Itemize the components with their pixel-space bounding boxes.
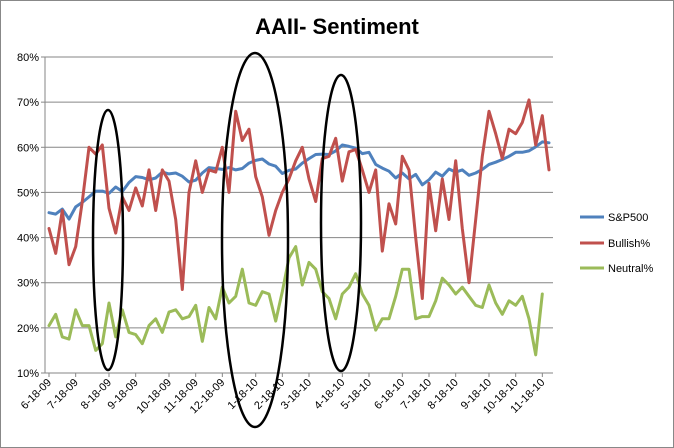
y-tick-label: 40% — [17, 233, 39, 245]
series-line-bullish — [47, 98, 551, 300]
y-tick-label: 70% — [17, 97, 39, 109]
y-tick-label: 80% — [17, 52, 39, 64]
legend-label: Neutral% — [608, 263, 653, 275]
legend-label: Bullish% — [608, 238, 650, 250]
highlight-ellipse — [220, 51, 290, 429]
y-tick-label: 30% — [17, 278, 39, 290]
legend: S&P500 Bullish% Neutral% — [580, 212, 653, 275]
legend-label: S&P500 — [608, 212, 648, 224]
axes — [44, 57, 553, 374]
series-line-s-p500 — [47, 140, 551, 221]
y-tick-label: 10% — [17, 368, 39, 380]
highlight-ellipses — [91, 51, 363, 429]
y-tick-label: 60% — [17, 142, 39, 154]
series-line-neutral — [47, 245, 544, 357]
y-tick-label: 20% — [17, 323, 39, 335]
highlight-ellipse — [319, 73, 363, 373]
chart-title: AAII- Sentiment — [255, 14, 419, 39]
highlight-ellipse — [91, 108, 125, 372]
y-tick-label: 50% — [17, 187, 39, 199]
series-lines — [47, 98, 551, 357]
y-axis-ticks: 10% 20% 30% 40% 50% 60% 70% 80% — [17, 52, 45, 380]
